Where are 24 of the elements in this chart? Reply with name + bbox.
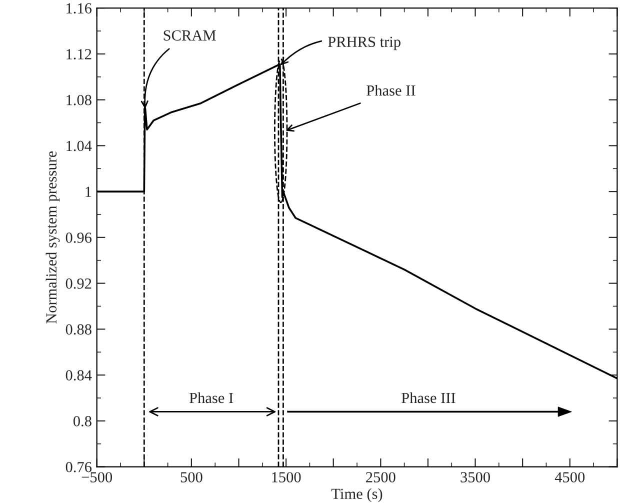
x-tick-label: −500 <box>82 472 112 482</box>
y-axis-title: Normalized system pressure <box>46 151 60 324</box>
y-tick-label: 1.08 <box>66 94 92 106</box>
y-tick-label: 1.04 <box>66 140 92 152</box>
y-tick-label: 0.88 <box>66 324 92 335</box>
x-tick-label: 1500 <box>272 472 301 482</box>
annotation: PRHRS trip <box>328 36 400 50</box>
x-tick-label: 4500 <box>554 472 585 482</box>
annotation: Phase III <box>402 392 456 404</box>
x-axis-title: Time (s) <box>331 488 382 502</box>
x-tick-label: 500 <box>180 472 202 482</box>
annotation: Phase II <box>366 84 416 96</box>
x-tick-label: 3500 <box>460 472 490 482</box>
annotation: SCRAM <box>164 30 216 41</box>
annotation: Phase I <box>189 392 234 404</box>
y-tick-label: 0.8 <box>73 416 92 426</box>
y-tick-label: 0.76 <box>66 462 92 472</box>
y-tick-label: 1.12 <box>66 49 92 60</box>
y-tick-label: 1.16 <box>66 3 92 14</box>
y-tick-label: 0.84 <box>66 370 92 381</box>
y-tick-label: 0.96 <box>66 232 92 243</box>
y-tick-label: 0.92 <box>66 278 92 289</box>
x-tick-label: 2500 <box>366 472 396 482</box>
y-tick-label: 1 <box>86 186 92 197</box>
